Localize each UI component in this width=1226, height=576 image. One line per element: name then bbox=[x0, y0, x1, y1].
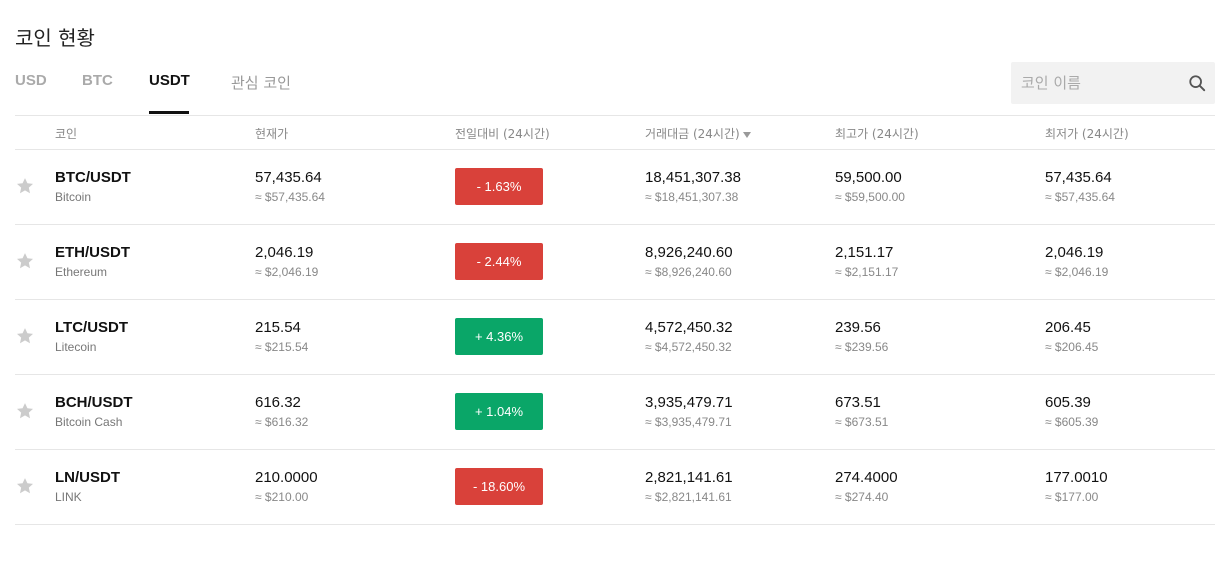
table-row[interactable]: BCH/USDT Bitcoin Cash 616.32 ≈ $616.32 +… bbox=[15, 375, 1215, 450]
header-coin[interactable]: 코인 bbox=[55, 127, 78, 141]
current-price-usd: ≈ $2,046.19 bbox=[255, 265, 319, 279]
coin-name: Bitcoin bbox=[55, 190, 92, 204]
star-icon[interactable] bbox=[15, 326, 35, 346]
star-icon[interactable] bbox=[15, 476, 35, 496]
active-tab-indicator bbox=[149, 111, 189, 114]
search-input[interactable] bbox=[1011, 62, 1181, 104]
high-price-usd: ≈ $59,500.00 bbox=[835, 190, 905, 204]
coin-search bbox=[1011, 62, 1215, 104]
table-row[interactable]: ETH/USDT Ethereum 2,046.19 ≈ $2,046.19 -… bbox=[15, 225, 1215, 300]
high-price-usd: ≈ $274.40 bbox=[835, 490, 889, 504]
coin-pair[interactable]: BTC/USDT bbox=[55, 169, 131, 186]
star-icon[interactable] bbox=[15, 251, 35, 271]
low-price: 177.0010 bbox=[1045, 469, 1108, 486]
current-price: 215.54 bbox=[255, 319, 301, 336]
high-price: 239.56 bbox=[835, 319, 881, 336]
low-price-usd: ≈ $206.45 bbox=[1045, 340, 1099, 354]
tabs-divider bbox=[15, 115, 1215, 116]
current-price: 57,435.64 bbox=[255, 169, 322, 186]
current-price-usd: ≈ $616.32 bbox=[255, 415, 309, 429]
tab-btc[interactable]: BTC bbox=[82, 72, 113, 89]
high-price: 59,500.00 bbox=[835, 169, 902, 186]
tab-usdt[interactable]: USDT bbox=[149, 72, 190, 89]
change-badge: - 18.60% bbox=[455, 468, 543, 505]
coin-name: Ethereum bbox=[55, 265, 108, 279]
coin-name: LINK bbox=[55, 490, 82, 504]
high-price: 673.51 bbox=[835, 394, 881, 411]
coin-table-body: BTC/USDT Bitcoin 57,435.64 ≈ $57,435.64 … bbox=[15, 150, 1215, 525]
current-price-usd: ≈ $215.54 bbox=[255, 340, 309, 354]
change-badge: + 4.36% bbox=[455, 318, 543, 355]
tab-usd[interactable]: USD bbox=[15, 72, 47, 89]
volume-value: 3,935,479.71 bbox=[645, 394, 733, 411]
high-price-usd: ≈ $2,151.17 bbox=[835, 265, 899, 279]
volume-usd: ≈ $8,926,240.60 bbox=[645, 265, 732, 279]
low-price-usd: ≈ $57,435.64 bbox=[1045, 190, 1115, 204]
low-price: 605.39 bbox=[1045, 394, 1091, 411]
tab-favorites[interactable]: 관심 코인 bbox=[231, 74, 291, 92]
star-icon[interactable] bbox=[15, 401, 35, 421]
header-price[interactable]: 현재가 bbox=[255, 127, 289, 141]
coin-pair[interactable]: ETH/USDT bbox=[55, 244, 130, 261]
header-high[interactable]: 최고가 (24시간) bbox=[835, 127, 919, 141]
search-icon[interactable] bbox=[1188, 74, 1206, 92]
current-price-usd: ≈ $57,435.64 bbox=[255, 190, 325, 204]
header-volume-label: 거래대금 (24시간) bbox=[645, 127, 740, 141]
coin-pair[interactable]: BCH/USDT bbox=[55, 394, 133, 411]
page-title: 코인 현황 bbox=[15, 26, 95, 50]
current-price: 616.32 bbox=[255, 394, 301, 411]
high-price: 274.4000 bbox=[835, 469, 898, 486]
current-price: 2,046.19 bbox=[255, 244, 314, 261]
change-badge: + 1.04% bbox=[455, 393, 543, 430]
low-price-usd: ≈ $605.39 bbox=[1045, 415, 1099, 429]
current-price-usd: ≈ $210.00 bbox=[255, 490, 309, 504]
coin-name: Litecoin bbox=[55, 340, 97, 354]
coin-pair[interactable]: LN/USDT bbox=[55, 469, 120, 486]
low-price: 2,046.19 bbox=[1045, 244, 1104, 261]
high-price-usd: ≈ $673.51 bbox=[835, 415, 889, 429]
table-row[interactable]: LTC/USDT Litecoin 215.54 ≈ $215.54 + 4.3… bbox=[15, 300, 1215, 375]
volume-usd: ≈ $4,572,450.32 bbox=[645, 340, 732, 354]
low-price: 206.45 bbox=[1045, 319, 1091, 336]
low-price: 57,435.64 bbox=[1045, 169, 1112, 186]
change-badge: - 1.63% bbox=[455, 168, 543, 205]
volume-usd: ≈ $3,935,479.71 bbox=[645, 415, 732, 429]
change-badge: - 2.44% bbox=[455, 243, 543, 280]
volume-usd: ≈ $2,821,141.61 bbox=[645, 490, 732, 504]
low-price-usd: ≈ $177.00 bbox=[1045, 490, 1099, 504]
coin-name: Bitcoin Cash bbox=[55, 415, 123, 429]
star-icon[interactable] bbox=[15, 176, 35, 196]
volume-usd: ≈ $18,451,307.38 bbox=[645, 190, 739, 204]
low-price-usd: ≈ $2,046.19 bbox=[1045, 265, 1109, 279]
high-price-usd: ≈ $239.56 bbox=[835, 340, 889, 354]
volume-value: 8,926,240.60 bbox=[645, 244, 733, 261]
volume-value: 2,821,141.61 bbox=[645, 469, 733, 486]
table-row[interactable]: LN/USDT LINK 210.0000 ≈ $210.00 - 18.60%… bbox=[15, 450, 1215, 525]
header-volume[interactable]: 거래대금 (24시간) bbox=[645, 125, 751, 142]
table-row[interactable]: BTC/USDT Bitcoin 57,435.64 ≈ $57,435.64 … bbox=[15, 150, 1215, 225]
sort-down-icon bbox=[742, 131, 751, 138]
header-change[interactable]: 전일대비 (24시간) bbox=[455, 127, 550, 141]
header-low[interactable]: 최저가 (24시간) bbox=[1045, 127, 1129, 141]
volume-value: 4,572,450.32 bbox=[645, 319, 733, 336]
volume-value: 18,451,307.38 bbox=[645, 169, 741, 186]
current-price: 210.0000 bbox=[255, 469, 318, 486]
table-header: 코인 현재가 전일대비 (24시간) 거래대금 (24시간) 최고가 (24시간… bbox=[15, 116, 1215, 150]
high-price: 2,151.17 bbox=[835, 244, 894, 261]
coin-pair[interactable]: LTC/USDT bbox=[55, 319, 129, 336]
